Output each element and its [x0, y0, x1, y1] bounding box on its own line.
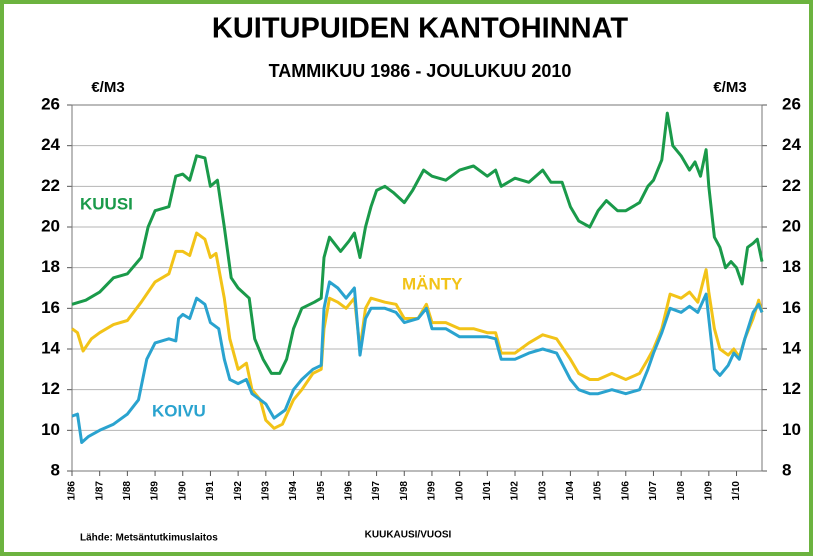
x-tick-label: 1/09 [703, 481, 714, 501]
x-tick-label: 1/98 [399, 481, 410, 501]
x-tick-label: 1/95 [316, 481, 327, 501]
x-tick-label: 1/89 [150, 481, 161, 501]
y-tick-label: 26 [41, 94, 60, 113]
x-tick-label: 1/01 [482, 481, 493, 501]
x-tick-label: 1/87 [94, 481, 105, 501]
series-line [71, 231, 764, 430]
series-label: MÄNTY [402, 274, 463, 293]
y-tick-label: 8 [51, 460, 60, 479]
y2-tick-label: 24 [782, 135, 801, 154]
x-tick-label: 1/86 [67, 481, 78, 501]
y2-tick-label: 16 [782, 298, 801, 317]
y2-tick-label: 8 [782, 460, 791, 479]
y-tick-label: 20 [41, 216, 60, 235]
series-label: KOIVU [152, 401, 206, 420]
x-tick-label: 1/08 [676, 481, 687, 501]
x-tick-label: 1/00 [454, 481, 465, 501]
x-tick-label: 1/91 [205, 481, 216, 501]
x-tick-label: 1/94 [288, 481, 299, 501]
x-tick-label: 1/93 [260, 481, 271, 501]
x-axis-label: KUUKAUSI/VUOSI [365, 530, 452, 541]
x-tick-label: 1/97 [371, 481, 382, 501]
y-axis-label: €/M3 [91, 79, 124, 96]
x-tick-label: 1/88 [122, 481, 133, 501]
series-label: KUUSI [80, 194, 133, 213]
x-tick-label: 1/03 [537, 481, 548, 501]
series-line [71, 111, 764, 375]
y-tick-label: 24 [41, 135, 60, 154]
chart-title: KUITUPUIDEN KANTOHINNAT [212, 13, 628, 45]
x-tick-label: 1/06 [620, 481, 631, 501]
x-tick-label: 1/96 [344, 481, 355, 501]
series-line [71, 280, 764, 444]
y2-axis-label: €/M3 [713, 79, 746, 96]
source-note: Lähde: Metsäntutkimuslaitos [80, 533, 218, 544]
y2-tick-label: 12 [782, 379, 801, 398]
y-tick-label: 12 [41, 379, 60, 398]
plot-frame [71, 104, 763, 472]
y-tick-label: 16 [41, 298, 60, 317]
y2-tick-label: 18 [782, 257, 801, 276]
y-tick-label: 10 [41, 420, 60, 439]
y2-tick-label: 26 [782, 94, 801, 113]
y2-tick-label: 20 [782, 216, 801, 235]
chart-subtitle: TAMMIKUU 1986 - JOULUKUU 2010 [269, 61, 572, 81]
x-tick-label: 1/05 [593, 481, 604, 501]
y2-tick-label: 14 [782, 338, 801, 357]
x-tick-label: 1/07 [648, 481, 659, 501]
x-tick-label: 1/02 [510, 481, 521, 501]
x-tick-label: 1/92 [233, 481, 244, 501]
x-tick-label: 1/04 [565, 481, 576, 501]
y2-tick-label: 22 [782, 176, 801, 195]
x-tick-label: 1/99 [427, 481, 438, 501]
y-tick-label: 14 [41, 338, 60, 357]
y2-tick-label: 10 [782, 420, 801, 439]
y-tick-label: 18 [41, 257, 60, 276]
x-tick-label: 1/10 [731, 481, 742, 501]
y-tick-label: 22 [41, 176, 60, 195]
x-tick-label: 1/90 [177, 481, 188, 501]
